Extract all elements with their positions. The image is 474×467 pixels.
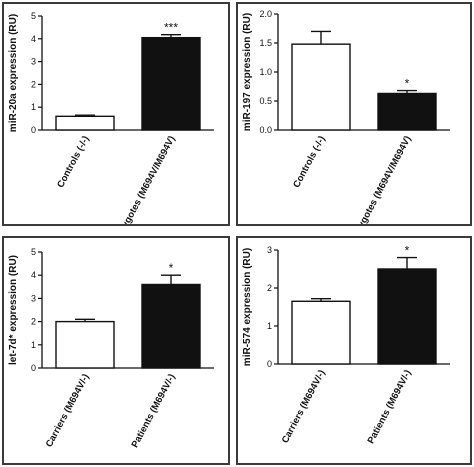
y-tick-label: 0: [31, 363, 36, 373]
bar: [377, 268, 437, 365]
chart-panel-mir197: miR-197 expression (RU) 0.0 0.5 1.0 1.5 2.0 Co…: [236, 2, 472, 226]
category-label: Patients (M694V/-): [366, 368, 414, 445]
bar: [55, 320, 115, 369]
y-tick-label: 1: [31, 102, 36, 112]
category-label: Controls (-/-): [55, 134, 91, 189]
y-tick-label: 5: [31, 11, 36, 21]
chart-svg-mir197: miR-197 expression (RU) 0.0 0.5 1.0 1.5 2.0 Co…: [242, 9, 450, 224]
chart-svg-mir574: miR-574 expression (RU) 0 1 2 3 Carriers (M69…: [242, 244, 450, 446]
chart-svg-let7d: let-7d* expression (RU) 0 1 2 3 4 5 Carriers (M…: [8, 247, 214, 450]
y-tick-label: 0: [267, 359, 272, 369]
y-tick-label: 3: [31, 57, 36, 67]
significance-marker: *: [405, 77, 410, 91]
bar: [291, 300, 351, 365]
y-axis-label: miR-197 expression (RU): [242, 13, 253, 131]
y-tick-label: 1.5: [259, 38, 272, 48]
bar: [141, 36, 201, 131]
category-label: Homozygotes (M694V/M694V): [105, 134, 178, 224]
bar: [55, 115, 115, 131]
chart-svg-mir20a: miR-20a expression (RU) 0 1 2 3 4 5 Controls (-…: [8, 11, 214, 224]
y-tick-label: 0: [31, 125, 36, 135]
y-tick-label: 3: [267, 245, 272, 255]
y-tick-label: 0.0: [259, 125, 272, 135]
y-tick-label: 2: [31, 317, 36, 327]
significance-marker: *: [405, 244, 410, 258]
y-tick-label: 1: [31, 340, 36, 350]
y-tick-label: 5: [31, 247, 36, 257]
y-axis-label: miR-20a expression (RU): [8, 14, 19, 132]
category-label: Carriers (M694V/-): [280, 368, 328, 445]
y-tick-label: 4: [31, 34, 36, 44]
significance-marker: ***: [164, 21, 178, 35]
y-tick-label: 0.5: [259, 96, 272, 106]
bar: [291, 43, 351, 131]
significance-marker: *: [169, 261, 174, 275]
category-label: Controls (-/-): [291, 134, 327, 189]
y-axis-label: let-7d* expression (RU): [8, 255, 19, 365]
y-tick-label: 3: [31, 293, 36, 303]
chart-panel-mir20a: miR-20a expression (RU) 0 1 2 3 4 5 Controls (-…: [2, 2, 230, 226]
y-tick-label: 2.0: [259, 9, 272, 19]
y-tick-label: 2: [31, 79, 36, 89]
y-tick-label: 4: [31, 270, 36, 280]
chart-panel-let7d: let-7d* expression (RU) 0 1 2 3 4 5 Carriers (M…: [2, 236, 230, 465]
y-axis-label: miR-574 expression (RU): [242, 248, 253, 366]
category-label: Homozygotes (M694V/M694V): [341, 134, 414, 224]
bar: [377, 92, 437, 131]
category-label: Carriers (M694V/-): [44, 372, 92, 449]
y-tick-label: 1: [267, 321, 272, 331]
y-tick-label: 2: [267, 283, 272, 293]
y-tick-label: 1.0: [259, 67, 272, 77]
bar: [141, 283, 201, 369]
chart-panel-mir574: miR-574 expression (RU) 0 1 2 3 Carriers (M69…: [236, 236, 472, 465]
category-label: Patients (M694V/-): [130, 372, 178, 449]
